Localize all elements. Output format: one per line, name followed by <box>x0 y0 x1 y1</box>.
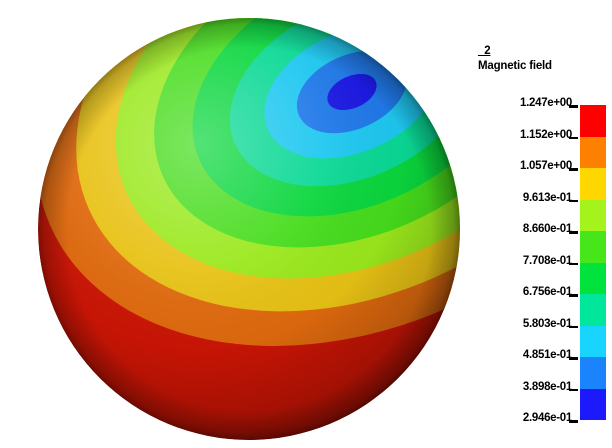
color-bar-tick-label: 9.613e-01 <box>522 191 572 204</box>
color-bar-tick-mark <box>569 388 578 391</box>
color-bar-tick-label: 8.660e-01 <box>522 223 572 235</box>
render-viewport[interactable] <box>0 0 470 448</box>
color-bar-tick-mark <box>569 168 578 171</box>
legend-title: Magnetic field <box>478 60 552 72</box>
color-bar-band-5 <box>580 231 606 263</box>
color-bar-tick-mark <box>569 231 578 234</box>
color-bar-band-1 <box>580 105 606 137</box>
color-bar-band-6 <box>580 262 606 294</box>
color-bar-band-7 <box>580 294 606 326</box>
color-bar-tick-mark <box>569 105 578 108</box>
sphere-limb-darkening <box>38 18 460 440</box>
color-bar[interactable] <box>580 105 606 420</box>
color-bar-tick-mark <box>569 357 578 360</box>
sphere-contour-plot <box>38 18 460 440</box>
color-bar-tick-label: 3.898e-01 <box>522 380 572 393</box>
color-bar-tick-mark <box>569 262 578 265</box>
color-bar-tick-mark <box>569 325 578 328</box>
color-bar-tick-label: 1.057e+00 <box>520 160 572 172</box>
color-bar-band-3 <box>580 168 606 200</box>
legend-component-label: _2 <box>478 45 491 57</box>
color-bar-band-4 <box>580 199 606 231</box>
color-bar-band-10 <box>580 388 606 420</box>
color-bar-tick-label: 7.708e-01 <box>522 254 572 267</box>
color-bar-tick-label: 2.946e-01 <box>522 412 572 424</box>
scalar-bar-legend: _2 Magnetic field 1.247e+00 1.152e+00 1.05… <box>470 0 612 448</box>
color-bar-tick-label: 4.851e-01 <box>522 349 572 361</box>
contour-bands <box>38 18 460 440</box>
color-bar-tick-label: 6.756e-01 <box>522 286 572 298</box>
color-bar-band-2 <box>580 136 606 168</box>
color-bar-tick-mark <box>569 420 578 423</box>
color-bar-band-9 <box>580 357 606 389</box>
color-bar-tick-mark <box>569 136 578 139</box>
legend-title-block: _2 Magnetic field <box>478 44 612 74</box>
color-bar-tick-label: 5.803e-01 <box>522 317 572 330</box>
color-bar-tick-label: 1.247e+00 <box>520 97 572 109</box>
color-bar-tick-mark <box>569 294 578 297</box>
color-bar-tick-mark <box>569 199 578 202</box>
color-bar-band-8 <box>580 325 606 357</box>
color-bar-tick-label: 1.152e+00 <box>520 128 572 141</box>
